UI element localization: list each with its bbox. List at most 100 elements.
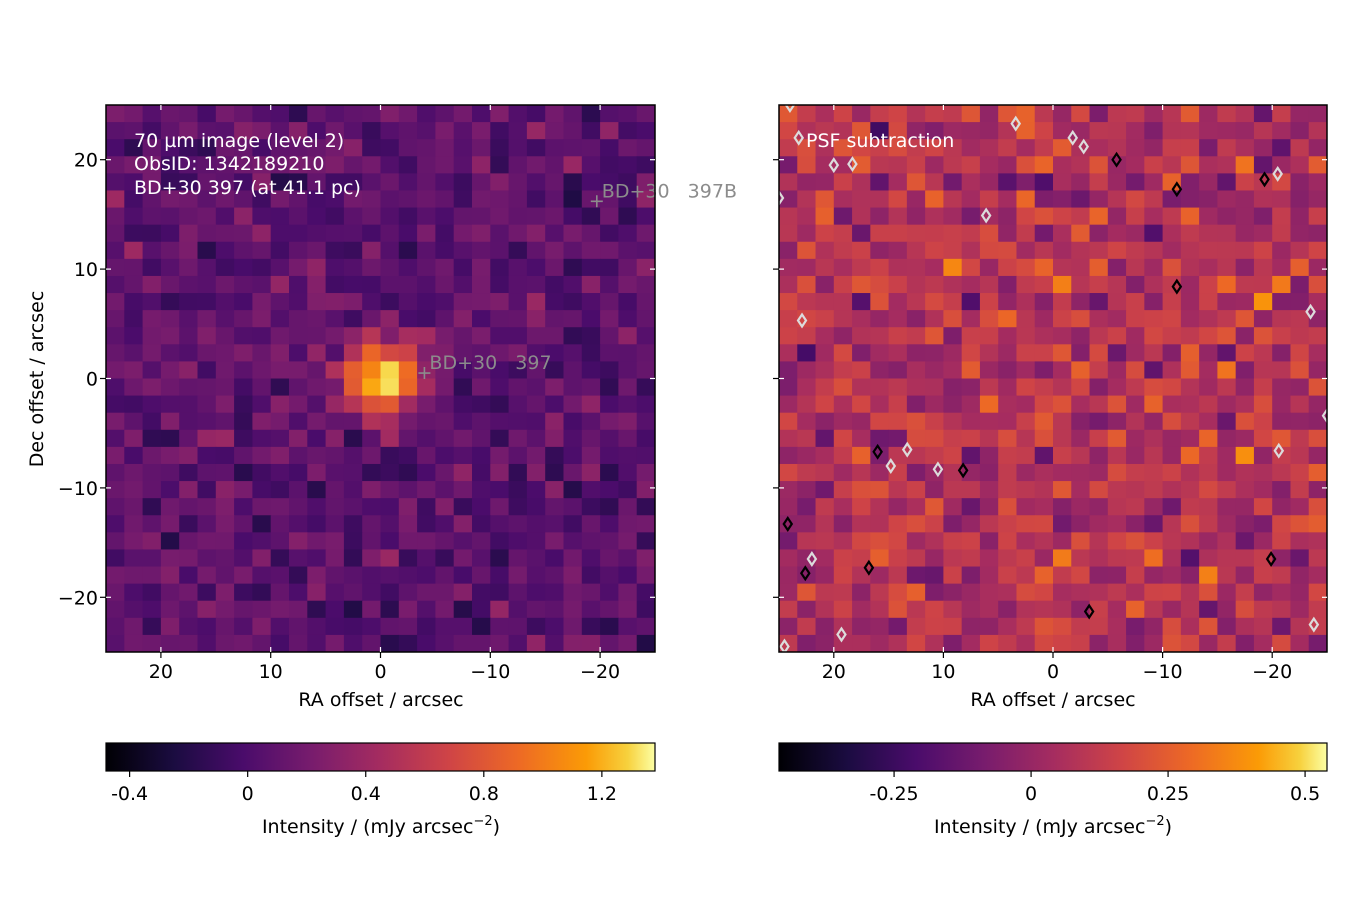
image-pixel	[398, 617, 418, 636]
image-pixel	[1126, 549, 1145, 568]
image-pixel	[215, 566, 235, 585]
image-pixel	[600, 190, 619, 209]
image-pixel	[545, 446, 565, 465]
image-pixel	[380, 429, 400, 448]
left-colorbar-label-text: Intensity / (mJy arcsec	[262, 816, 474, 838]
image-pixel	[779, 549, 798, 568]
image-pixel	[197, 156, 217, 174]
image-pixel	[1107, 498, 1127, 516]
image-pixel	[636, 463, 655, 482]
image-pixel	[1089, 515, 1109, 533]
image-pixel	[779, 617, 798, 636]
image-pixel	[815, 446, 835, 465]
image-pixel	[380, 173, 400, 192]
image-pixel	[1126, 481, 1145, 499]
image-pixel	[1217, 241, 1237, 260]
image-pixel	[636, 207, 655, 226]
image-pixel	[362, 361, 382, 380]
image-pixel	[979, 429, 999, 448]
image-pixel	[925, 634, 944, 652]
image-pixel	[1089, 549, 1109, 568]
image-pixel	[197, 378, 217, 397]
image-pixel	[1016, 173, 1036, 192]
image-pixel	[1253, 498, 1273, 516]
image-pixel	[1053, 190, 1072, 209]
image-pixel	[526, 258, 546, 277]
image-pixel	[815, 275, 835, 294]
image-pixel	[797, 515, 817, 533]
image-pixel	[106, 173, 125, 192]
image-pixel	[906, 139, 926, 157]
image-pixel	[142, 634, 162, 652]
image-pixel	[1053, 634, 1072, 652]
image-pixel	[925, 105, 944, 123]
image-pixel	[508, 241, 528, 260]
image-pixel	[106, 190, 125, 209]
image-pixel	[545, 190, 565, 209]
image-pixel	[252, 190, 272, 209]
image-pixel	[870, 293, 890, 311]
image-pixel	[343, 481, 363, 499]
image-pixel	[870, 549, 890, 568]
right-image	[779, 105, 1327, 652]
image-pixel	[979, 549, 999, 568]
image-pixel	[398, 481, 418, 499]
image-pixel	[179, 361, 199, 380]
image-pixel	[1144, 156, 1164, 174]
image-pixel	[1290, 549, 1310, 568]
image-pixel	[289, 498, 308, 516]
image-pixel	[906, 327, 926, 345]
image-pixel	[600, 446, 619, 465]
image-pixel	[453, 122, 473, 140]
image-pixel	[563, 566, 583, 585]
image-pixel	[1199, 241, 1218, 260]
image-pixel	[343, 634, 363, 652]
image-pixel	[1034, 207, 1054, 226]
image-pixel	[435, 481, 455, 499]
image-pixel	[636, 139, 655, 157]
image-pixel	[160, 481, 180, 499]
image-pixel	[1034, 139, 1054, 157]
image-pixel	[380, 412, 400, 431]
image-pixel	[234, 327, 253, 345]
image-pixel	[1199, 224, 1218, 243]
image-pixel	[998, 566, 1018, 585]
image-pixel	[1199, 617, 1218, 636]
image-pixel	[815, 207, 835, 226]
image-pixel	[925, 361, 944, 380]
image-pixel	[545, 327, 565, 345]
image-pixel	[252, 378, 272, 397]
image-pixel	[545, 429, 565, 448]
image-pixel	[508, 532, 528, 551]
image-pixel	[526, 583, 546, 602]
image-pixel	[1308, 532, 1327, 551]
image-pixel	[1034, 378, 1054, 397]
image-pixel	[1034, 224, 1054, 243]
colorbar-tick-label: 0.8	[469, 783, 499, 805]
image-pixel	[490, 327, 510, 345]
image-pixel	[508, 361, 528, 380]
image-pixel	[870, 378, 890, 397]
image-pixel	[998, 310, 1018, 328]
image-pixel	[1016, 327, 1036, 345]
image-pixel	[1053, 258, 1072, 277]
image-pixel	[833, 105, 853, 123]
image-pixel	[1126, 310, 1145, 328]
image-pixel	[1034, 310, 1054, 328]
image-pixel	[1053, 463, 1072, 482]
image-pixel	[1126, 498, 1145, 516]
image-pixel	[600, 293, 619, 311]
image-pixel	[1199, 361, 1218, 380]
image-pixel	[435, 241, 455, 260]
image-pixel	[362, 566, 382, 585]
image-pixel	[797, 446, 817, 465]
image-pixel	[289, 463, 308, 482]
image-pixel	[215, 600, 235, 619]
image-pixel	[289, 293, 308, 311]
image-pixel	[325, 463, 345, 482]
image-pixel	[1016, 532, 1036, 551]
image-pixel	[1180, 617, 1200, 636]
image-pixel	[472, 156, 491, 174]
image-pixel	[1217, 105, 1237, 123]
image-pixel	[906, 361, 926, 380]
